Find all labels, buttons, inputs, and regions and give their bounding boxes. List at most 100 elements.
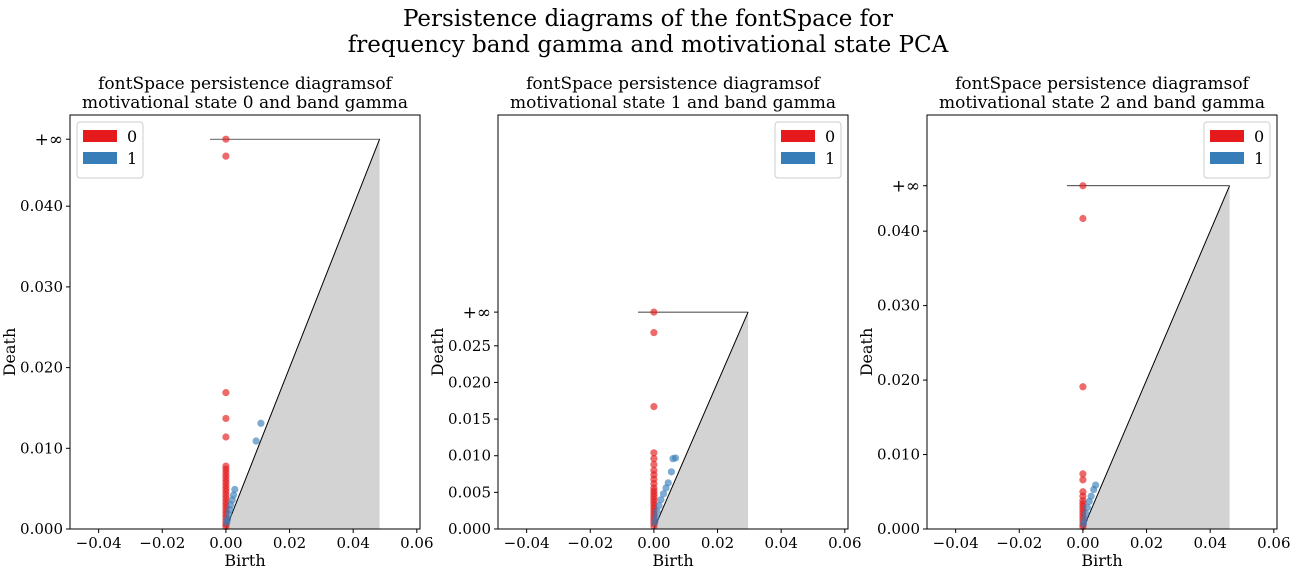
panel-0: fontSpace persistence diagramsofmotivati… [0, 74, 434, 570]
point-h0 [1079, 383, 1087, 391]
point-h1 [1090, 485, 1098, 494]
legend-swatch-1 [83, 152, 117, 164]
point-h1 [667, 468, 676, 476]
x-tick-label: 0.02 [273, 534, 306, 552]
x-tick-label: 0.02 [1130, 534, 1163, 552]
legend-swatch-0 [83, 130, 117, 142]
y-tick-label: 0.010 [877, 446, 920, 464]
y-tick-label: 0.000 [877, 520, 920, 538]
point-h1 [662, 484, 670, 492]
point-h0 [222, 414, 230, 423]
x-tick-label: −0.04 [76, 534, 122, 552]
legend: 01 [774, 121, 842, 179]
panel-2: fontSpace persistence diagramsofmotivati… [857, 74, 1291, 570]
y-tick-label: 0.030 [877, 297, 920, 315]
point-h0 [650, 460, 658, 469]
x-tick-label: −0.02 [996, 534, 1042, 552]
panel-title-line1: fontSpace persistence diagramsof [526, 74, 821, 94]
point-h0 [650, 329, 658, 337]
y-tick-label: 0.015 [448, 410, 491, 428]
x-tick-label: 0.02 [701, 534, 734, 552]
axes-frame [497, 114, 849, 530]
diagonal-line [225, 139, 381, 530]
panel-title-line2: motivational state 0 and band gamma [82, 93, 408, 113]
axes-frame [69, 114, 421, 530]
point-h1 [657, 496, 665, 504]
y-tick-label: 0.025 [448, 337, 491, 355]
panel-title-line2: motivational state 1 and band gamma [510, 93, 836, 113]
point-h1 [231, 485, 239, 494]
infinity-label: +∞ [35, 130, 63, 150]
infinity-label: +∞ [463, 303, 491, 323]
y-tick-label: 0.000 [20, 520, 63, 538]
x-tick-label: 0.04 [336, 534, 369, 552]
point-h0 [222, 152, 230, 160]
x-tick-label: 0.00 [209, 534, 242, 552]
x-tick-label: 0.06 [400, 534, 433, 552]
point-h1 [252, 437, 260, 445]
y-tick-label: 0.030 [20, 278, 63, 296]
point-h0 [1079, 476, 1087, 484]
x-tick-label: 0.04 [1193, 534, 1226, 552]
point-h1 [1079, 520, 1088, 528]
y-tick-label: 0.010 [448, 447, 491, 465]
point-h0 [1079, 470, 1087, 478]
x-tick-label: −0.02 [139, 534, 185, 552]
legend-swatch-1 [781, 152, 815, 164]
x-axis-label: Birth [1081, 551, 1122, 570]
legend-swatch-1 [1210, 152, 1244, 164]
point-h0 [650, 449, 658, 457]
point-h0 [650, 455, 658, 463]
point-h1 [653, 507, 661, 516]
legend-label-0: 0 [1254, 127, 1264, 146]
point-h0 [222, 135, 230, 143]
legend-swatch-0 [781, 130, 815, 142]
legend: 01 [1203, 121, 1271, 179]
y-tick-label: 0.020 [448, 373, 491, 391]
point-h1 [1082, 509, 1090, 517]
point-h1 [669, 455, 677, 463]
x-tick-label: 0.00 [637, 534, 670, 552]
legend-label-1: 1 [127, 149, 137, 168]
point-h0 [650, 308, 658, 316]
panel-title-line1: fontSpace persistence diagramsof [98, 74, 393, 94]
x-axis-label: Birth [652, 551, 693, 570]
figure-title-line1: Persistence diagrams of the fontSpace fo… [402, 6, 894, 32]
x-tick-label: 0.00 [1066, 534, 1099, 552]
infinity-label: +∞ [892, 177, 920, 197]
y-tick-label: 0.020 [20, 359, 63, 377]
panel-title-line2: motivational state 2 and band gamma [939, 93, 1265, 113]
y-axis-label: Death [428, 328, 447, 377]
y-tick-label: 0.040 [20, 197, 63, 215]
axes-frame [926, 114, 1278, 530]
panel-1: fontSpace persistence diagramsofmotivati… [428, 74, 862, 570]
x-axis-label: Birth [224, 551, 265, 570]
point-h1 [651, 518, 659, 527]
y-tick-label: 0.020 [877, 371, 920, 389]
point-h1 [223, 518, 231, 527]
y-tick-label: 0.005 [448, 483, 491, 501]
point-h1 [655, 501, 663, 510]
panel-title-line1: fontSpace persistence diagramsof [955, 74, 1250, 94]
y-axis-label: Death [857, 328, 876, 377]
point-h0 [222, 389, 230, 397]
point-h1 [257, 419, 265, 427]
point-h1 [1085, 497, 1093, 506]
point-h0 [222, 433, 230, 441]
x-tick-label: −0.02 [567, 534, 613, 552]
legend: 01 [76, 121, 144, 179]
y-axis-label: Death [0, 328, 19, 377]
point-h0 [1079, 214, 1087, 223]
y-tick-label: 0.000 [448, 520, 491, 538]
x-tick-label: 0.06 [1257, 534, 1290, 552]
x-tick-label: −0.04 [504, 534, 550, 552]
legend-label-1: 1 [1254, 149, 1264, 168]
x-tick-label: 0.04 [764, 534, 797, 552]
legend-swatch-0 [1210, 130, 1244, 142]
point-h1 [659, 490, 668, 498]
x-tick-label: 0.06 [828, 534, 861, 552]
figure-title-line2: frequency band gamma and motivational st… [347, 32, 949, 58]
diagonal-line [653, 311, 749, 530]
legend-label-1: 1 [825, 149, 835, 168]
